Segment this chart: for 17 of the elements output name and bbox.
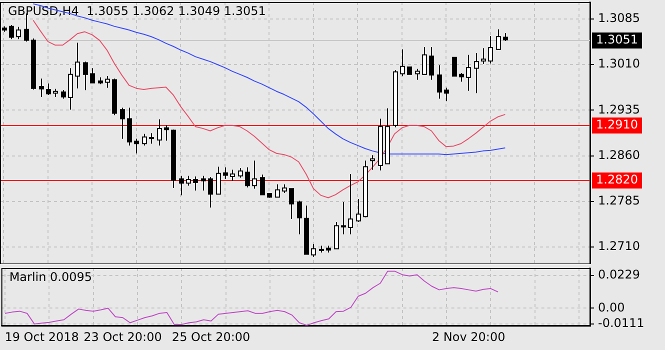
y-tick-label: 1.2935	[598, 102, 640, 116]
y-tick-label: 1.3010	[598, 56, 640, 71]
x-tick-label: 19 Oct 2018	[4, 330, 79, 344]
y-tick-label: 0.0229	[598, 268, 640, 282]
y-tick-label: 0.00	[598, 300, 625, 314]
ref-line-label: 1.3051	[596, 32, 638, 47]
x-tick-label: 25 Oct 20:00	[172, 330, 250, 344]
y-tick-label: -0.0111	[598, 316, 644, 330]
y-tick-label: 1.3085	[598, 11, 640, 26]
x-tick-label: 2 Nov 20:00	[432, 330, 506, 344]
y-tick-label: 1.2710	[598, 239, 640, 254]
chart-title: Marlin 0.0095	[9, 270, 92, 284]
ref-line-label: 1.2910	[596, 118, 638, 132]
y-tick-label: 1.2785	[598, 194, 640, 208]
y-tick-label: 1.2860	[598, 148, 640, 162]
ref-line-label: 1.2820	[596, 172, 638, 187]
x-tick-label: 23 Oct 20:00	[84, 330, 162, 344]
